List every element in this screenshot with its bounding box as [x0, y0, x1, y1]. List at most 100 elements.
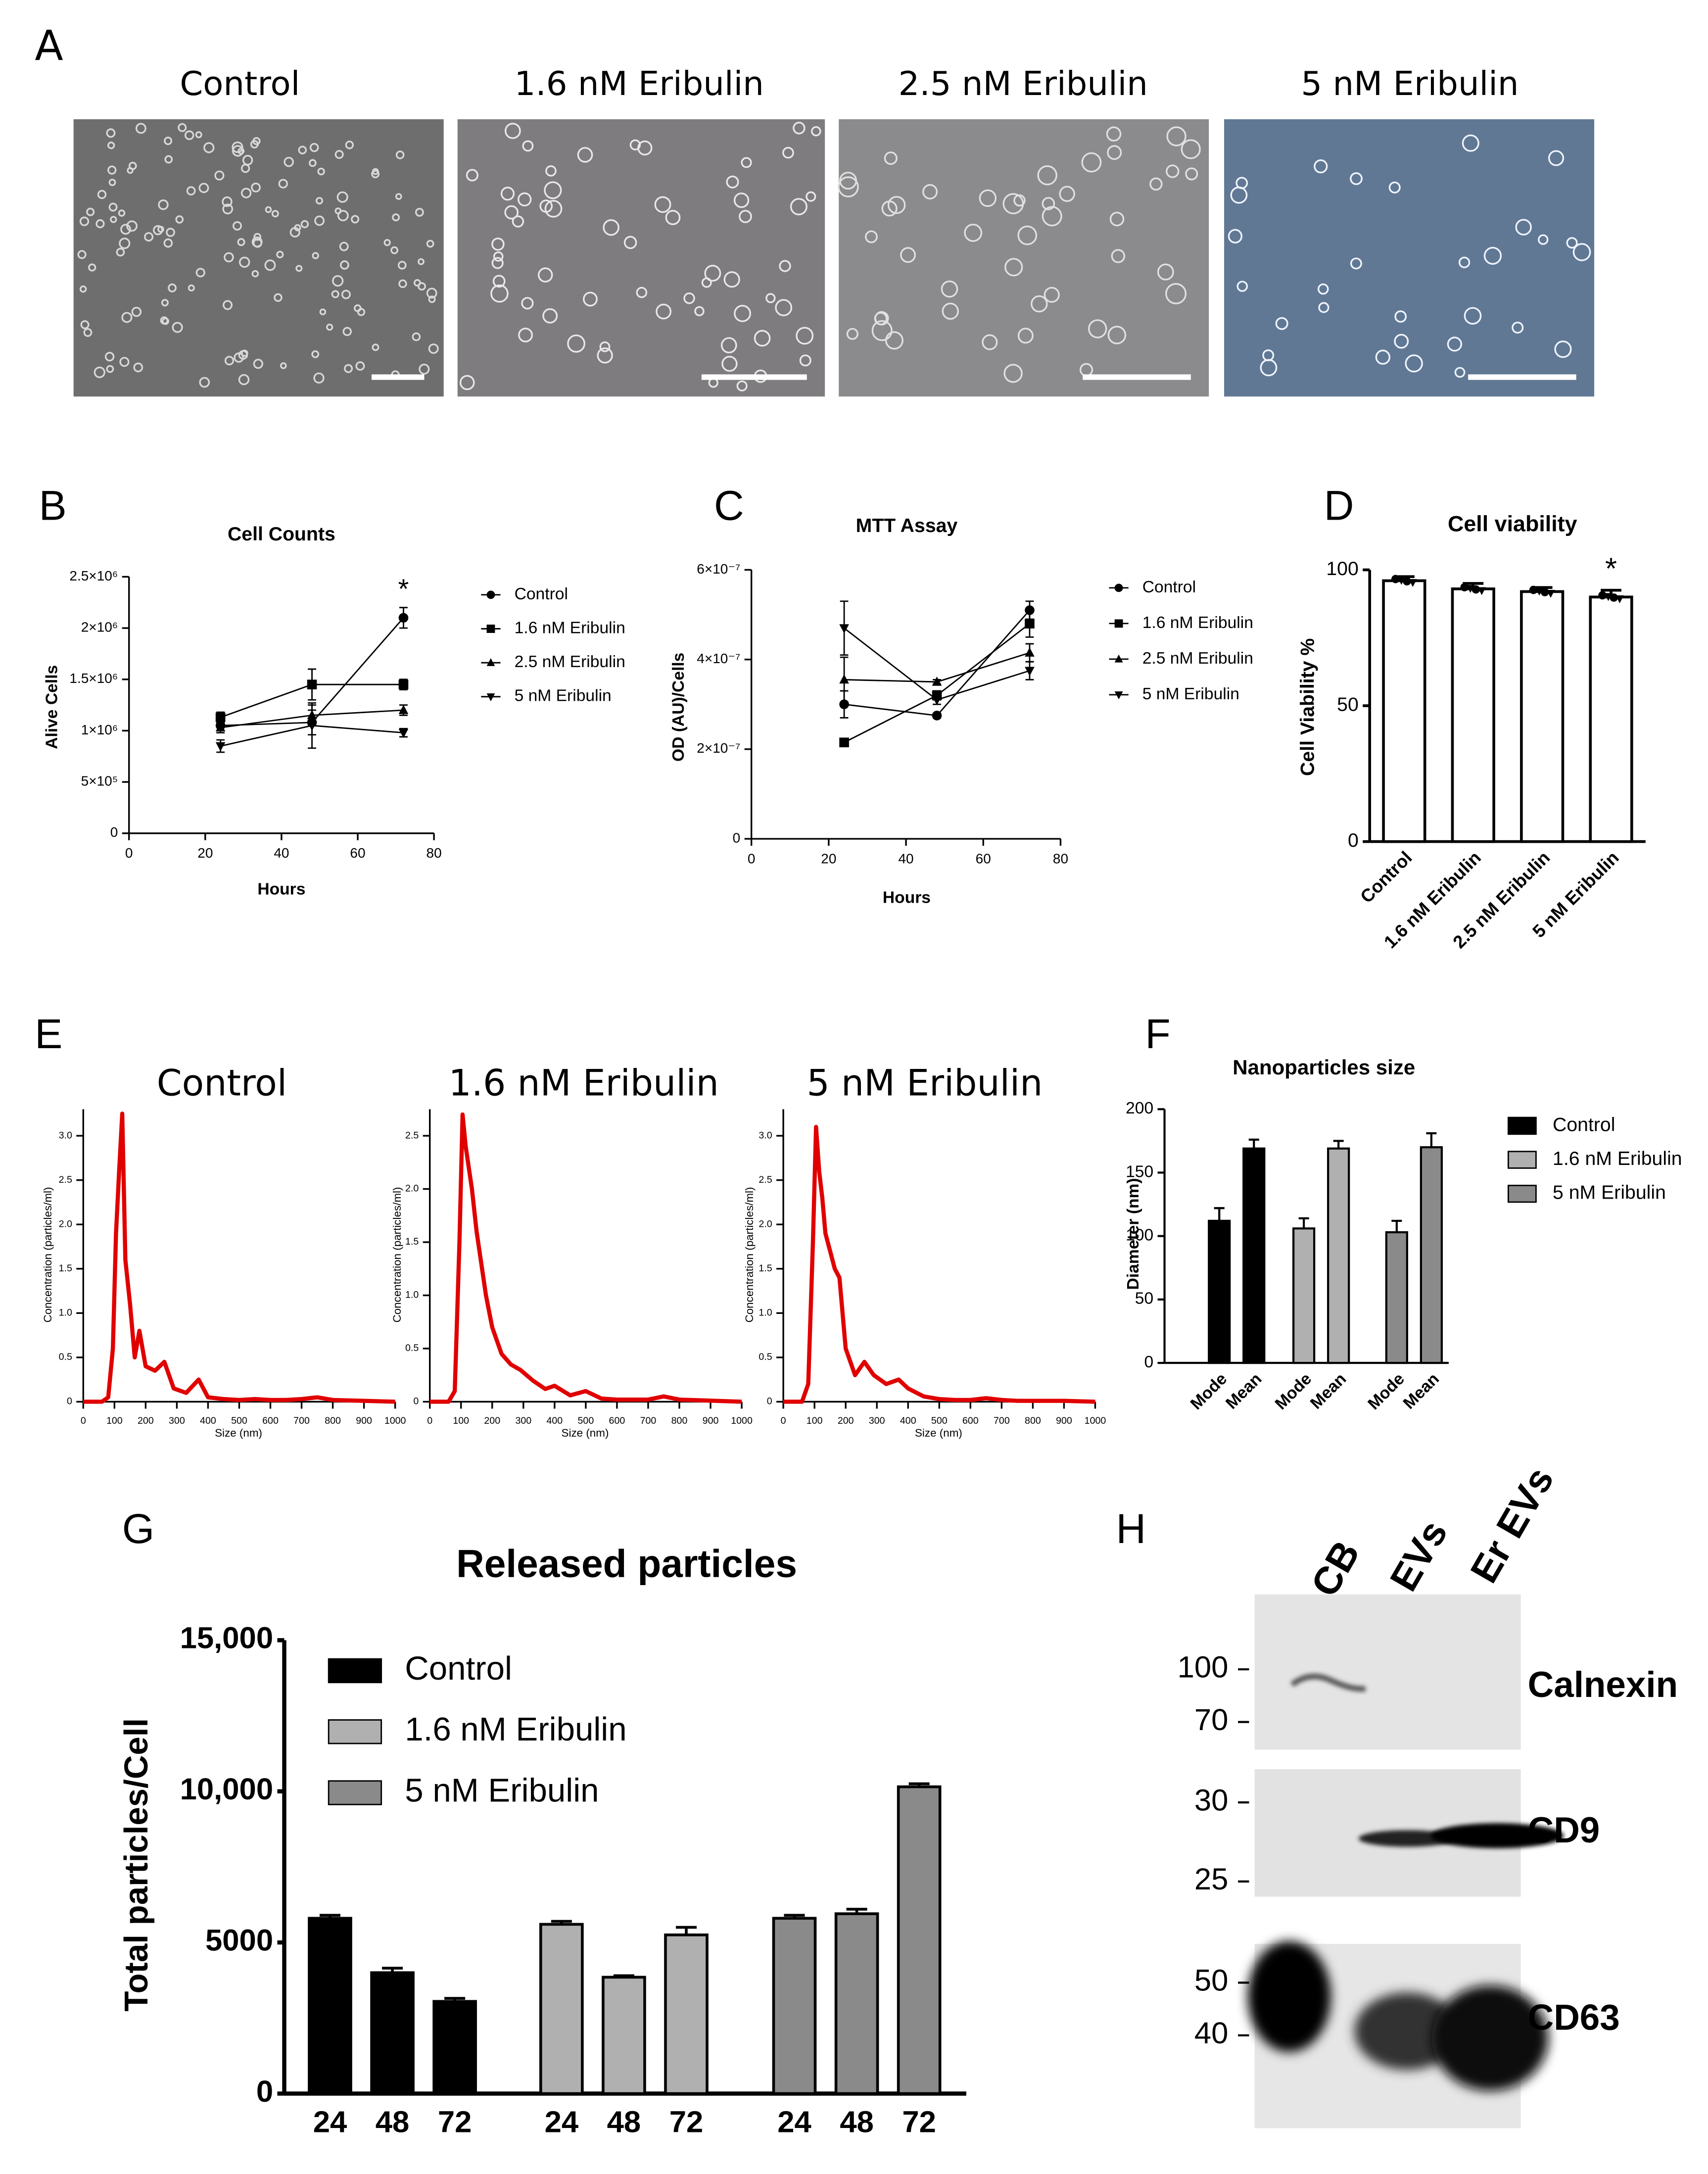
cell — [339, 242, 349, 251]
blot-band — [1354, 1992, 1460, 2070]
bar — [1208, 1219, 1231, 1364]
mw-marker: 50 — [1194, 1964, 1229, 1998]
x-tick-label: 0 — [125, 845, 133, 861]
cell — [1185, 167, 1198, 181]
x-tick-label: 60 — [350, 845, 365, 861]
legend-label: 1.6 nM Eribulin — [1553, 1148, 1682, 1169]
x-tick-label: 800 — [325, 1415, 341, 1426]
y-tick-label: 0.5 — [59, 1352, 72, 1362]
chart-title: Cell Counts — [228, 523, 335, 545]
panel-letter: G — [122, 1505, 154, 1552]
cell — [351, 215, 360, 224]
cell — [238, 374, 250, 386]
cell — [597, 347, 613, 364]
legend-label: 5 nM Eribulin — [515, 687, 612, 705]
legend-label: 1.6 nM Eribulin — [405, 1711, 626, 1748]
bar — [772, 1917, 817, 2095]
cell — [118, 209, 126, 217]
x-tick-label: 0 — [781, 1415, 786, 1426]
cell — [214, 170, 225, 181]
y-tick-label: 0 — [733, 830, 741, 845]
replicate-dot — [1604, 593, 1613, 601]
cell — [1483, 246, 1502, 265]
y-tick-label: 5000 — [205, 1923, 273, 1957]
x-tick-label: 20 — [821, 851, 836, 866]
cell — [253, 359, 264, 369]
cell — [135, 123, 146, 134]
cell — [284, 156, 294, 167]
cell — [309, 159, 317, 167]
cell — [466, 169, 478, 182]
bar — [1420, 1146, 1443, 1364]
cell — [313, 372, 325, 384]
bar — [1242, 1147, 1266, 1364]
error-bar — [1391, 1219, 1402, 1232]
cell — [395, 150, 405, 159]
marker — [839, 674, 849, 684]
cell — [121, 312, 133, 323]
x-tick-label: 600 — [962, 1415, 979, 1426]
y-tick-label: 0 — [1348, 829, 1359, 851]
cell — [271, 210, 279, 218]
cell — [119, 238, 131, 249]
marker — [307, 722, 317, 731]
marker — [839, 624, 849, 634]
cell — [392, 213, 400, 222]
cell — [419, 363, 430, 375]
panel-letter: A — [35, 21, 63, 70]
marker — [398, 705, 409, 714]
cell — [799, 354, 811, 367]
marker — [1025, 619, 1035, 628]
cell — [1260, 359, 1278, 377]
cell — [314, 215, 325, 226]
cell — [1107, 145, 1122, 160]
y-tick-label: 1.5 — [59, 1263, 72, 1274]
y-tick-label: 3.0 — [59, 1130, 72, 1141]
cell — [237, 238, 245, 246]
cell — [1111, 249, 1126, 263]
cell — [964, 224, 983, 242]
legend-marker — [486, 658, 495, 666]
cell — [280, 362, 287, 369]
y-axis-label: OD (AU)/Cells — [669, 653, 688, 762]
x-tick-label: 900 — [1056, 1415, 1072, 1426]
marker — [215, 722, 226, 732]
cell — [1044, 287, 1060, 303]
cell — [161, 299, 169, 307]
cell — [656, 303, 672, 320]
cell — [83, 328, 93, 337]
cell — [1013, 194, 1026, 207]
x-tick-label: 1000 — [731, 1415, 753, 1426]
y-tick-label: 150 — [1126, 1162, 1153, 1181]
y-tick-label: 2×10⁻⁷ — [697, 740, 740, 756]
cell — [793, 121, 806, 135]
y-tick-label: 2.5 — [759, 1174, 772, 1185]
cell — [1394, 334, 1409, 349]
cell — [542, 308, 558, 324]
cell — [1059, 186, 1075, 202]
micrograph — [1224, 119, 1595, 397]
protein-label: Calnexin — [1528, 1665, 1678, 1705]
cell — [871, 320, 893, 341]
cell — [782, 146, 794, 159]
y-tick-label: 4×10⁻⁷ — [697, 651, 740, 666]
cell — [1454, 367, 1466, 378]
legend-marker — [1114, 619, 1123, 628]
cell — [1314, 159, 1328, 174]
x-tick-label: 60 — [976, 851, 991, 866]
cell — [342, 327, 352, 337]
replicate-dot — [1535, 587, 1544, 596]
marker — [932, 711, 942, 721]
cell — [175, 215, 184, 224]
cell — [739, 210, 752, 223]
cell — [1017, 328, 1034, 344]
bar — [1292, 1227, 1316, 1364]
cell — [1081, 152, 1102, 173]
y-axis-label: Concentration (particles/ml) — [42, 1187, 54, 1323]
cell — [397, 261, 407, 270]
x-tick-label: 72 — [902, 2105, 936, 2139]
cell — [1166, 126, 1186, 146]
cell — [629, 139, 641, 150]
